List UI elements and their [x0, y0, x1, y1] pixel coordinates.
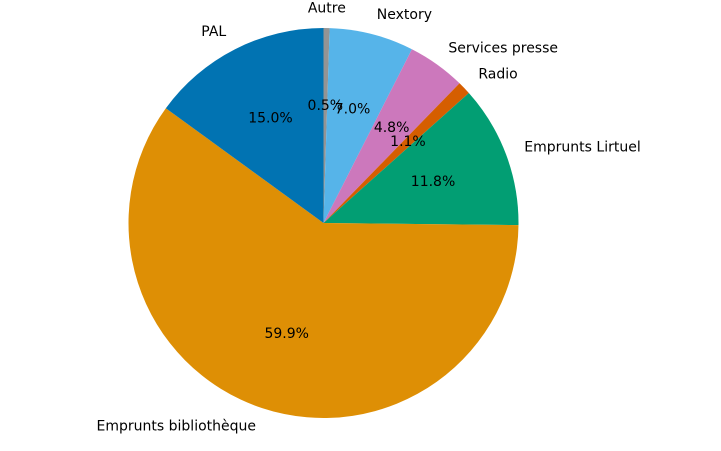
pie-slice-radio: [323, 83, 469, 223]
slice-label-autre: Autre: [308, 1, 346, 17]
pie-slice-emprunts-bibliotheque: [128, 108, 519, 418]
slice-percent-emprunts-bibliotheque: 59.9%: [264, 326, 308, 342]
pie-slice-autre: [323, 28, 330, 223]
slice-label-radio: Radio: [478, 67, 517, 83]
slice-percent-emprunts-lirtuel: 11.8%: [411, 174, 455, 190]
slice-label-pal: PAL: [201, 24, 226, 40]
slice-label-emprunts-bibliotheque: Emprunts bibliothèque: [97, 419, 256, 435]
slice-label-nextory: Nextory: [377, 7, 432, 23]
slice-percent-services-presse: 4.8%: [374, 120, 410, 136]
slice-label-emprunts-lirtuel: Emprunts Lirtuel: [524, 140, 640, 156]
pie-slice-services-presse: [323, 49, 460, 224]
pie-slice-emprunts-lirtuel: [323, 93, 519, 226]
slice-labels: Autre Nextory Services presse Radio Emprunts…: [97, 1, 641, 435]
slice-label-services-presse: Services presse: [448, 41, 558, 57]
pie-slice-pal: [165, 28, 324, 223]
slice-percent-autre: 0.5%: [308, 98, 344, 114]
slice-percent-pal: 15.0%: [248, 111, 292, 127]
slice-percent-nextory: 7.0%: [335, 102, 371, 118]
slice-percent-radio: 1.1%: [390, 134, 426, 150]
pie-slice-nextory: [323, 28, 412, 224]
pie-slices: [128, 28, 519, 418]
slice-percent-labels: 0.5%7.0%4.8%1.1% 11.8% 59.9% 15.0%: [248, 98, 455, 342]
